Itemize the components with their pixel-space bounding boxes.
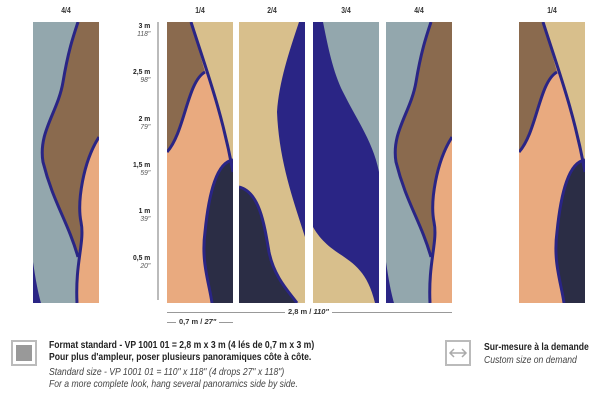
scale-tick: 1 m 39" (120, 207, 151, 223)
scale-tick-m: 2 m (138, 113, 151, 123)
standard-format-fr: Format standard - VP 1001 01 = 2,8 m x 3… (49, 339, 315, 351)
panel-label: 4/4 (61, 6, 71, 15)
custom-size-fr: Sur-mesure à la demande (484, 341, 589, 353)
panel-label: 1/4 (195, 6, 205, 15)
scale-tick-in: 98" (140, 75, 151, 85)
scale-tick: 2 m 79" (120, 113, 151, 131)
scale-tick-m: 2,5 m (133, 67, 151, 77)
double-arrow-icon (445, 340, 471, 366)
drop-width-m: 0,7 m / (179, 317, 203, 326)
total-width-m: 2,8 m / (288, 307, 312, 316)
custom-size-en: Custom size on demand (484, 354, 577, 366)
wallpaper-panel (313, 22, 379, 303)
panel-label: 4/4 (414, 6, 424, 15)
standard-tip-fr: Pour plus d'ampleur, poser plusieurs pan… (49, 351, 312, 363)
scale-tick-m: 1,5 m (133, 159, 151, 169)
wallpaper-panel (33, 22, 99, 303)
scale-tick-m: 0,5 m (133, 252, 151, 262)
height-scale-axis (157, 22, 159, 300)
scale-tick: 0,5 m 20" (120, 252, 151, 270)
panel-label: 3/4 (341, 6, 351, 15)
total-width-in: 110" (313, 307, 329, 316)
scale-tick: 1,5 m 59" (120, 159, 151, 177)
scale-tick-in: 118" (137, 29, 151, 38)
panel-label: 1/4 (547, 6, 557, 15)
panel-label: 2/4 (267, 6, 277, 15)
wallpaper-panel (386, 22, 452, 303)
wallpaper-panel (239, 22, 305, 303)
scale-tick-in: 79" (140, 121, 151, 131)
total-width-label: 2,8 m / 110" (285, 307, 332, 316)
standard-tip-en: For a more complete look, hang several p… (49, 378, 298, 390)
standard-format-en: Standard size - VP 1001 01 = 110" x 118"… (49, 366, 285, 378)
drop-width-in: 27" (204, 317, 217, 326)
scale-tick-in: 20" (140, 260, 151, 270)
wallpaper-panel (167, 22, 233, 303)
scale-tick-in: 39" (140, 214, 151, 224)
scale-tick-m: 3 m (138, 21, 151, 30)
scale-tick: 3 m 118" (120, 21, 151, 38)
scale-tick-in: 59" (140, 167, 151, 177)
scale-tick-m: 1 m (138, 206, 151, 216)
drop-width-label: 0,7 m / 27" (176, 317, 220, 326)
square-swatch-icon (11, 340, 37, 366)
scale-tick: 2,5 m 98" (120, 67, 151, 85)
wallpaper-panel (519, 22, 585, 303)
